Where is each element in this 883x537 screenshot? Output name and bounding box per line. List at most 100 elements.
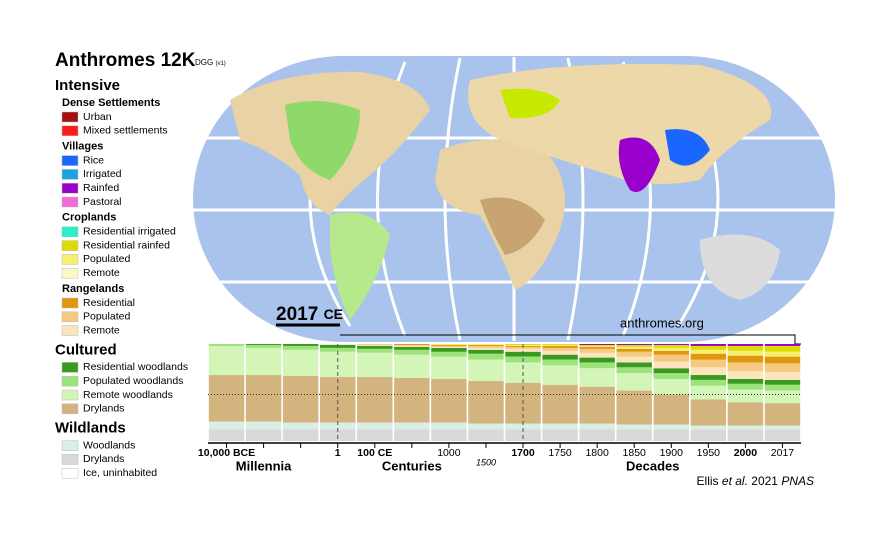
- bar-segment: [542, 350, 578, 355]
- bar-segment: [245, 429, 282, 441]
- bar-segment: [764, 372, 801, 380]
- legend-subgroup-title: Rangelands: [62, 283, 124, 295]
- legend-swatch: [61, 240, 79, 251]
- bar-segment: [579, 345, 615, 347]
- title: Anthromes 12K: [55, 50, 196, 71]
- legend-label: Drylands: [83, 403, 124, 415]
- bar-segment: [394, 429, 430, 441]
- bar-segment: [468, 349, 504, 354]
- legend-subgroup-title: Dense Settlements: [62, 97, 160, 109]
- bar-segment: [394, 377, 430, 423]
- bar-segment: [245, 375, 282, 422]
- bar-segment: [764, 390, 801, 404]
- bar-segment: [690, 344, 727, 346]
- legend-label: Residential irrigated: [83, 226, 176, 238]
- bar-segment: [542, 429, 578, 441]
- legend-label: Residential woodlands: [83, 361, 188, 373]
- bar-segment: [542, 384, 578, 424]
- legend-swatch: [61, 454, 79, 465]
- chart: 10,000 BCE 1 100 CE 1000 1500 1700 1750 1800 185…: [198, 344, 801, 473]
- year: 2017: [276, 304, 318, 325]
- bar-segment: [764, 356, 801, 364]
- x-tick-label: 1: [335, 447, 341, 459]
- legend-swatch: [61, 267, 79, 279]
- bar-segment: [690, 379, 727, 386]
- bar-segment: [616, 362, 652, 368]
- bar-segment: [764, 379, 801, 385]
- bar-segment: [653, 378, 690, 395]
- bar-segment: [357, 352, 393, 377]
- bar-segment: [282, 429, 319, 441]
- bar-segment: [208, 429, 245, 441]
- bar-segment: [616, 429, 652, 441]
- bar-segment: [727, 389, 764, 403]
- bar-segment: [690, 359, 727, 368]
- legend-label: Populated: [83, 253, 130, 265]
- legend-swatch: [61, 325, 79, 336]
- x-tick-label: 1850: [623, 447, 647, 459]
- legend-swatch: [61, 311, 79, 323]
- bar-segment: [542, 345, 578, 348]
- bar-segment: [690, 429, 727, 441]
- bar-segment: [468, 380, 504, 424]
- x-tick-label: 2000: [734, 447, 758, 459]
- bar-segment: [282, 376, 319, 423]
- bar-segment: [690, 399, 727, 426]
- bar-segment: [764, 429, 801, 441]
- legend-label: Pastoral: [83, 196, 122, 208]
- legend-swatch: [61, 196, 79, 208]
- bar-segment: [394, 344, 430, 346]
- legend-label: Rainfed: [83, 182, 119, 194]
- legend-swatch: [61, 155, 79, 166]
- bar-segment: [653, 429, 690, 441]
- bar-segment: [394, 354, 430, 378]
- bar-segment: [431, 351, 467, 357]
- legend-label: Remote: [83, 324, 120, 336]
- bar-segment: [245, 421, 282, 430]
- bar-segment: [653, 424, 690, 430]
- bar-segment: [542, 359, 578, 366]
- legend-swatch: [61, 389, 79, 401]
- bar-segment: [357, 429, 393, 441]
- bar-segment: [727, 345, 764, 351]
- bar-segment: [727, 429, 764, 441]
- bar-segment: [653, 368, 690, 374]
- bar-segment: [764, 345, 801, 352]
- bar-segment: [690, 375, 727, 380]
- bar-segment: [431, 344, 467, 345]
- bar-segment: [579, 362, 615, 369]
- legend-label: Residential: [83, 297, 135, 309]
- bar-segment: [245, 347, 282, 376]
- x-tick-label: 1900: [660, 447, 684, 459]
- legend-label: Drylands: [83, 453, 124, 465]
- bar-segment: [764, 344, 801, 346]
- credit: Ellis et al. 2021 PNAS: [697, 474, 814, 488]
- bar-segment: [431, 429, 467, 441]
- bar-segment: [579, 368, 615, 387]
- bar-segment: [431, 422, 467, 430]
- bar-segment: [727, 383, 764, 390]
- legend-label: Populated woodlands: [83, 375, 183, 387]
- legend-group-title: Wildlands: [55, 420, 126, 437]
- bar-segment: [579, 348, 615, 353]
- bar-segment: [727, 371, 764, 379]
- bar-segment: [245, 344, 282, 348]
- legend-label: Remote woodlands: [83, 389, 173, 401]
- legend-swatch: [61, 254, 79, 265]
- legend-subgroup-title: Villages: [62, 141, 103, 153]
- legend-swatch: [61, 182, 79, 194]
- land: [230, 64, 780, 320]
- bar-segment: [431, 378, 467, 423]
- bar-segment: [690, 345, 727, 350]
- bar-segment: [431, 345, 467, 347]
- bar-segment: [468, 429, 504, 441]
- x-tick-label: 10,000 BCE: [198, 447, 255, 459]
- bar-segment: [357, 422, 393, 430]
- legend-swatch: [61, 125, 79, 137]
- legend-swatch: [61, 226, 79, 238]
- bar-segment: [616, 424, 652, 430]
- legend-label: Ice, uninhabited: [83, 467, 157, 479]
- legend-label: Mixed settlements: [83, 125, 168, 137]
- map: [193, 56, 835, 342]
- bar-segment: [505, 348, 541, 352]
